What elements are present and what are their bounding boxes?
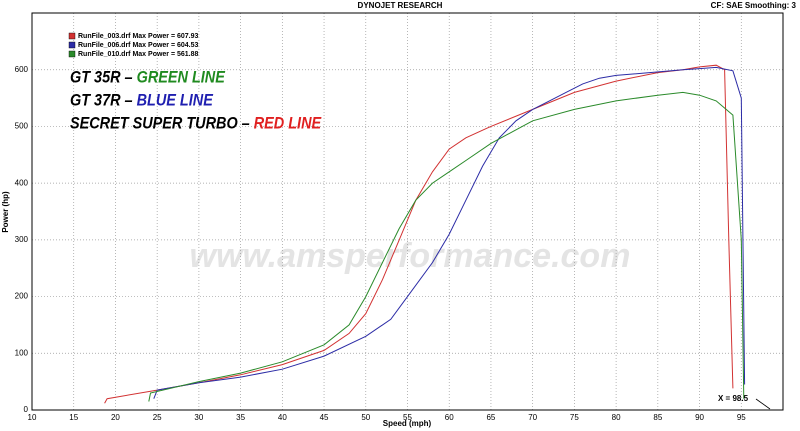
x-tick-label: 15 bbox=[69, 413, 78, 422]
x-tick-label: 40 bbox=[278, 413, 287, 422]
plot-frame bbox=[31, 12, 784, 411]
y-tick-label: 0 bbox=[24, 405, 29, 414]
x-tick-label: 80 bbox=[612, 413, 621, 422]
x-tick-label: 20 bbox=[111, 413, 120, 422]
y-tick-label: 500 bbox=[15, 122, 29, 131]
x-tick-label: 85 bbox=[653, 413, 662, 422]
y-axis-label: Power (hp) bbox=[1, 191, 10, 233]
legend-label: RunFile_006.drf Max Power = 604.53 bbox=[78, 42, 199, 49]
cursor-arrow bbox=[755, 398, 771, 410]
x-tick-label: 75 bbox=[570, 413, 579, 422]
legend-label: RunFile_003.drf Max Power = 607.93 bbox=[78, 33, 199, 40]
x-tick-label: 95 bbox=[737, 413, 746, 422]
series-line bbox=[153, 66, 746, 399]
annotation-highlight: BLUE LINE bbox=[137, 91, 214, 109]
y-tick-label: 200 bbox=[15, 292, 29, 301]
y-tick-label: 600 bbox=[15, 65, 29, 74]
y-tick-label: 400 bbox=[15, 178, 29, 187]
x-tick-label: 10 bbox=[28, 413, 37, 422]
x-tick-label: 70 bbox=[528, 413, 537, 422]
x-tick-label: 45 bbox=[320, 413, 329, 422]
annotation: GT 37R – BLUE LINE bbox=[70, 91, 213, 109]
watermark: www.amsperformance.com bbox=[190, 237, 631, 275]
legend-label: RunFile_010.drf Max Power = 561.88 bbox=[78, 51, 199, 58]
annotation-prefix: GT 35R – bbox=[70, 68, 137, 86]
x-tick-label: 65 bbox=[486, 413, 495, 422]
x-tick-label: 25 bbox=[153, 413, 162, 422]
legend-swatch bbox=[68, 32, 76, 40]
annotation-highlight: GREEN LINE bbox=[137, 68, 226, 86]
x-tick-label: 55 bbox=[403, 413, 412, 422]
x-axis-label: Speed (mph) bbox=[383, 419, 432, 428]
cursor-label: X = 98.5 bbox=[718, 394, 749, 403]
annotation-highlight: RED LINE bbox=[254, 114, 322, 132]
legend-swatch bbox=[68, 50, 76, 58]
y-tick-label: 300 bbox=[15, 235, 29, 244]
chart-subtitle: CF: SAE Smoothing: 3 bbox=[711, 1, 797, 10]
x-tick-label: 30 bbox=[194, 413, 203, 422]
annotation-prefix: GT 37R – bbox=[70, 91, 137, 109]
chart-title: DYNOJET RESEARCH bbox=[358, 1, 443, 10]
x-tick-label: 50 bbox=[361, 413, 370, 422]
series-line bbox=[148, 91, 745, 402]
series-line bbox=[104, 64, 734, 404]
y-tick-label: 100 bbox=[15, 348, 29, 357]
legend-swatch bbox=[68, 41, 76, 49]
x-tick-label: 35 bbox=[236, 413, 245, 422]
annotation: GT 35R – GREEN LINE bbox=[70, 68, 225, 86]
x-tick-label: 90 bbox=[695, 413, 704, 422]
annotation: SECRET SUPER TURBO – RED LINE bbox=[70, 114, 322, 132]
annotation-prefix: SECRET SUPER TURBO – bbox=[70, 114, 254, 132]
x-tick-label: 60 bbox=[445, 413, 454, 422]
